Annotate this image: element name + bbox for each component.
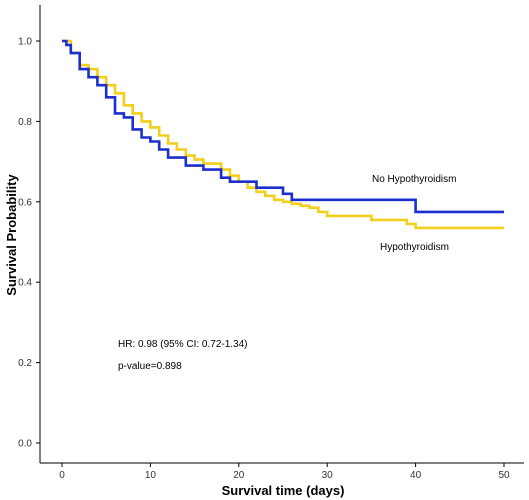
series-label-no-hypothyroidism: No Hypothyroidism	[372, 174, 456, 185]
series-label-hypothyroidism: Hypothyroidism	[380, 242, 449, 253]
x-tick-label: 0	[59, 470, 65, 481]
plot-panel	[39, 5, 524, 464]
series-line-hypothyroidism	[62, 39, 504, 230]
y-tick-label: 1.0	[18, 37, 32, 48]
p-value-annotation: p-value=0.898	[118, 361, 182, 372]
x-tick-label: 50	[498, 470, 510, 481]
y-axis-title: Survival Probability	[4, 174, 19, 296]
x-axis-title: Survival time (days)	[222, 483, 345, 498]
x-tick-label: 10	[145, 470, 157, 481]
y-axis-ticks: 0.0 0.2 0.4 0.6 0.8 1.0	[18, 37, 40, 450]
y-tick-label: 0.4	[18, 278, 32, 289]
y-tick-label: 0.0	[18, 439, 32, 450]
series-line-no-hypothyroidism	[62, 39, 504, 214]
x-tick-label: 40	[410, 470, 422, 481]
x-axis-ticks: 0 10 20 30 40 50	[59, 463, 510, 481]
x-tick-label: 30	[322, 470, 334, 481]
series-layer	[62, 39, 504, 230]
x-tick-label: 20	[233, 470, 245, 481]
y-tick-label: 0.2	[18, 358, 32, 369]
y-tick-label: 0.6	[18, 197, 32, 208]
y-tick-label: 0.8	[18, 117, 32, 128]
hazard-ratio-annotation: HR: 0.98 (95% CI: 0.72-1.34)	[118, 339, 248, 350]
